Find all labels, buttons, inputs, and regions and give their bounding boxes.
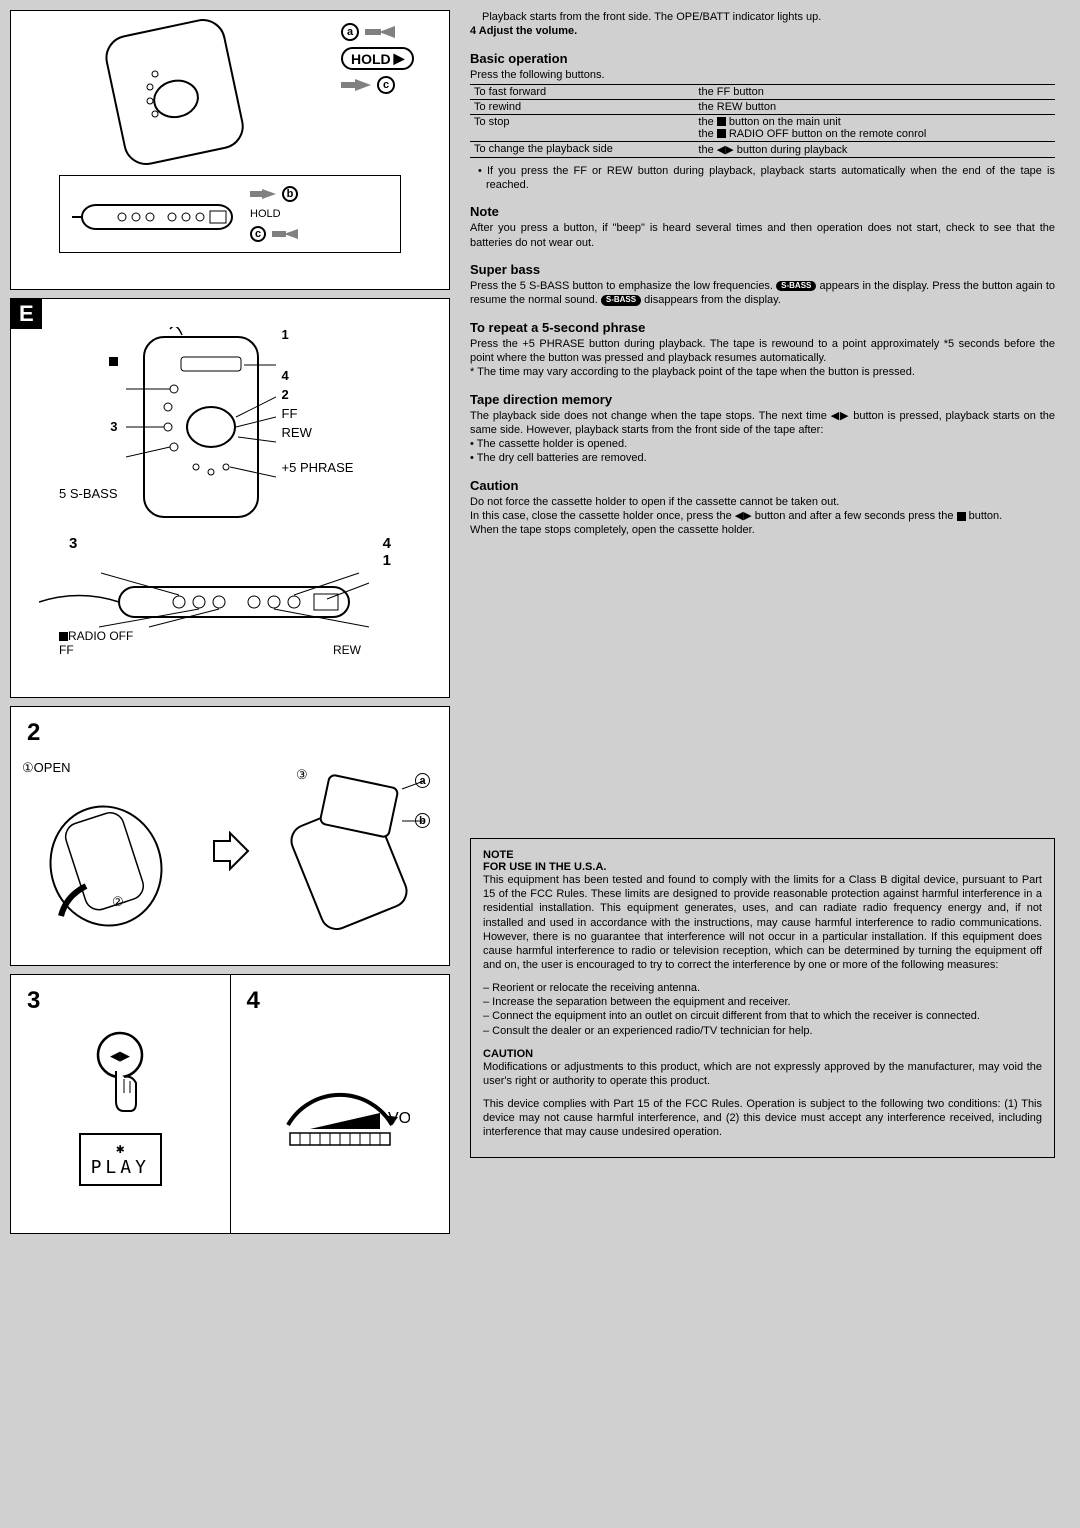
panel-4: 4 VOL [230,974,451,1234]
usa-d3: – Connect the equipment into an outlet o… [483,1009,1042,1023]
op-r1c0: To rewind [470,99,694,114]
caution-l2: In this case, close the cassette holder … [470,509,1055,523]
right-column: Playback starts from the front side. The… [470,10,1070,1242]
op-r0c0: To fast forward [470,84,694,99]
lcd-text: PLAY [91,1157,150,1178]
op-r2c1: the button on the main unitthe RADIO OFF… [694,114,1055,141]
callout-a: a [341,23,359,41]
memory-b2: • The dry cell batteries are removed. [470,451,1055,465]
volume-dial-icon: VOL [270,1069,410,1149]
e-n3-left: 3 [110,419,117,434]
panel-hold-diagram: a HOLD▶ c [10,10,450,290]
open-device-icon: ② [36,766,176,936]
caution-title: Caution [470,478,1055,493]
usa-title: FOR USE IN THE U.S.A. [483,861,1042,873]
note-text: After you press a button, if "beep" is h… [470,221,1055,250]
e-n1: 1 [282,327,354,342]
e-remote-n1: 1 [39,552,421,569]
e-remote-n3: 3 [69,535,77,552]
ff-label: FF [282,406,354,421]
usa-d1: – Reorient or relocate the receiving ant… [483,981,1042,995]
e-n2: 2 [282,387,354,402]
usa-note-box: NOTE FOR USE IN THE U.S.A. This equipmen… [470,838,1055,1159]
usa-d2: – Increase the separation between the eq… [483,995,1042,1009]
panel-3: 3 ◀▶ ✱ PLAY [10,974,230,1234]
op-r3c1: the ◀▶ button during playback [694,141,1055,157]
usa-d4: – Consult the dealer or an experienced r… [483,1024,1042,1038]
callout-c1: c [377,76,395,94]
op-r1c1: the REW button [694,99,1055,114]
basic-op-lead: Press the following buttons. [470,68,1055,82]
e-n4: 4 [282,368,354,383]
arrow-right-icon [210,831,250,871]
usa-note: NOTE [483,849,1042,861]
caution-l1: Do not force the cassette holder to open… [470,495,1055,509]
open-label: OPEN [34,760,71,775]
repeat-star: * The time may vary according to the pla… [470,365,1055,379]
op-r0c1: the FF button [694,84,1055,99]
sbass-badge-1: S-BASS [776,281,816,291]
remote-ff-label: FF [59,643,74,657]
panel-2-num: 2 [27,719,433,747]
caution-l3: When the tape stops completely, open the… [470,523,1055,537]
callout-2b: b [415,813,430,828]
op-r2c0: To stop [470,114,694,141]
repeat-text: Press the +5 PHRASE button during playba… [470,337,1055,366]
plus5-label: +5 PHRASE [282,460,354,475]
sbass-badge-2: S-BASS [601,295,641,305]
stop-icon-label [109,353,118,368]
insert-cassette-icon [284,771,424,931]
basic-op-table: To fast forwardthe FF button To rewindth… [470,84,1055,158]
superbass-title: Super bass [470,262,1055,277]
note-title: Note [470,204,1055,219]
callout-c2: c [250,226,266,242]
callout-b: b [282,186,298,202]
e-remote-n4: 4 [383,535,391,552]
intro-line: Playback starts from the front side. The… [470,10,1055,24]
panel-e: E 3 5 S-BASS [10,298,450,698]
lcd-display: ✱ PLAY [79,1133,162,1186]
usa-caution-title: CAUTION [483,1048,1042,1060]
radio-off-label: RADIO OFF [59,629,133,643]
remote-icon [72,189,242,239]
memory-b1: • The cassette holder is opened. [470,437,1055,451]
remote-hold-text: HOLD [250,208,298,220]
press-button-icon: ◀▶ [80,1027,160,1117]
panel-2: 2 ①OPEN ② ③ a [10,706,450,966]
memory-text: The playback side does not change when t… [470,409,1055,438]
svg-text:◀▶: ◀▶ [110,1048,130,1063]
usa-caution-text: Modifications or adjustments to this pro… [483,1060,1042,1089]
memory-title: Tape direction memory [470,392,1055,407]
hold-text: HOLD [351,51,391,67]
step-4: 4 Adjust the volume. [470,24,1055,38]
main-unit-e-icon [126,327,276,527]
hold-button-label: HOLD▶ [341,47,414,70]
panel-4-num: 4 [247,987,434,1015]
rew-label: REW [282,425,354,440]
remote-rew-label: REW [333,643,361,657]
sbass-label: 5 S-BASS [59,486,118,501]
callout-2a: a [415,773,430,788]
usa-p2: This device complies with Part 15 of the… [483,1097,1042,1140]
main-unit-icon [95,19,255,169]
left-column: a HOLD▶ c [10,10,450,1242]
remote-e-icon [39,569,419,629]
circ-2: ② [112,894,124,909]
vol-text: VOL [388,1110,410,1127]
panel-e-label: E [11,299,42,329]
circ-1: ① [22,760,34,775]
repeat-title: To repeat a 5-second phrase [470,320,1055,335]
basic-op-bullet: • If you press the FF or REW button duri… [478,164,1055,193]
circ-3: ③ [296,767,308,783]
op-r3c0: To change the playback side [470,141,694,157]
usa-p1: This equipment has been tested and found… [483,873,1042,973]
basic-op-title: Basic operation [470,51,1055,66]
panel-3-num: 3 [27,987,214,1015]
superbass-text: Press the 5 S-BASS button to emphasize t… [470,279,1055,308]
